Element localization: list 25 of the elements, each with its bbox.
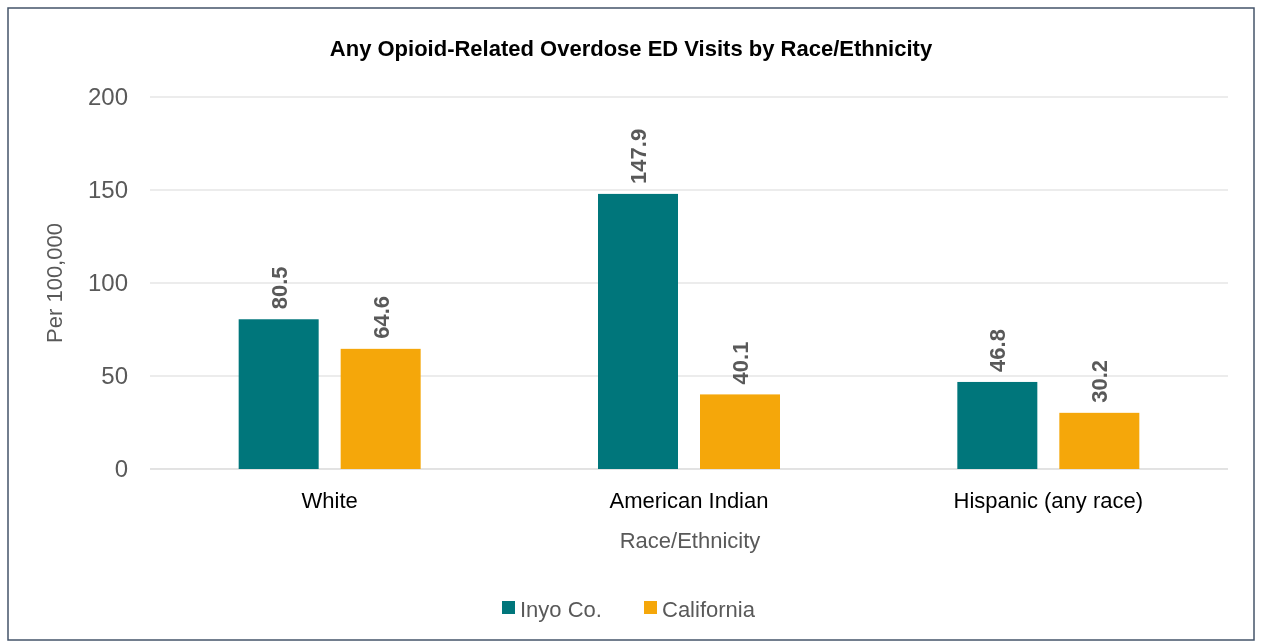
- bar: [238, 319, 319, 469]
- chart-title: Any Opioid-Related Overdose ED Visits by Race/Ethnicity: [329, 36, 933, 61]
- data-label: 40.1: [728, 341, 753, 385]
- y-axis-title: Per 100,000: [42, 223, 67, 343]
- bar: [340, 348, 421, 469]
- legend-label: Inyo Co.: [520, 597, 602, 622]
- bar: [598, 193, 678, 469]
- x-tick-label: American Indian: [609, 488, 769, 513]
- x-tick-label: White: [301, 488, 358, 513]
- data-label: 80.5: [266, 266, 292, 310]
- y-tick-label: 100: [87, 269, 128, 296]
- x-axis-title: Race/Ethnicity: [619, 528, 761, 553]
- y-tick-label: 50: [101, 362, 128, 389]
- legend-label: California: [662, 597, 756, 622]
- bar: [700, 394, 780, 469]
- data-label: 30.2: [1087, 360, 1113, 403]
- x-tick-label: Hispanic (any race): [953, 488, 1144, 513]
- y-tick-label: 150: [87, 176, 128, 203]
- data-label: 64.6: [368, 296, 394, 339]
- bar: [957, 381, 1038, 469]
- y-tick-label: 0: [114, 455, 128, 482]
- bar: [1059, 412, 1140, 469]
- y-tick-label: 200: [87, 83, 128, 110]
- data-label: 46.8: [985, 329, 1011, 372]
- data-label: 147.9: [626, 128, 651, 184]
